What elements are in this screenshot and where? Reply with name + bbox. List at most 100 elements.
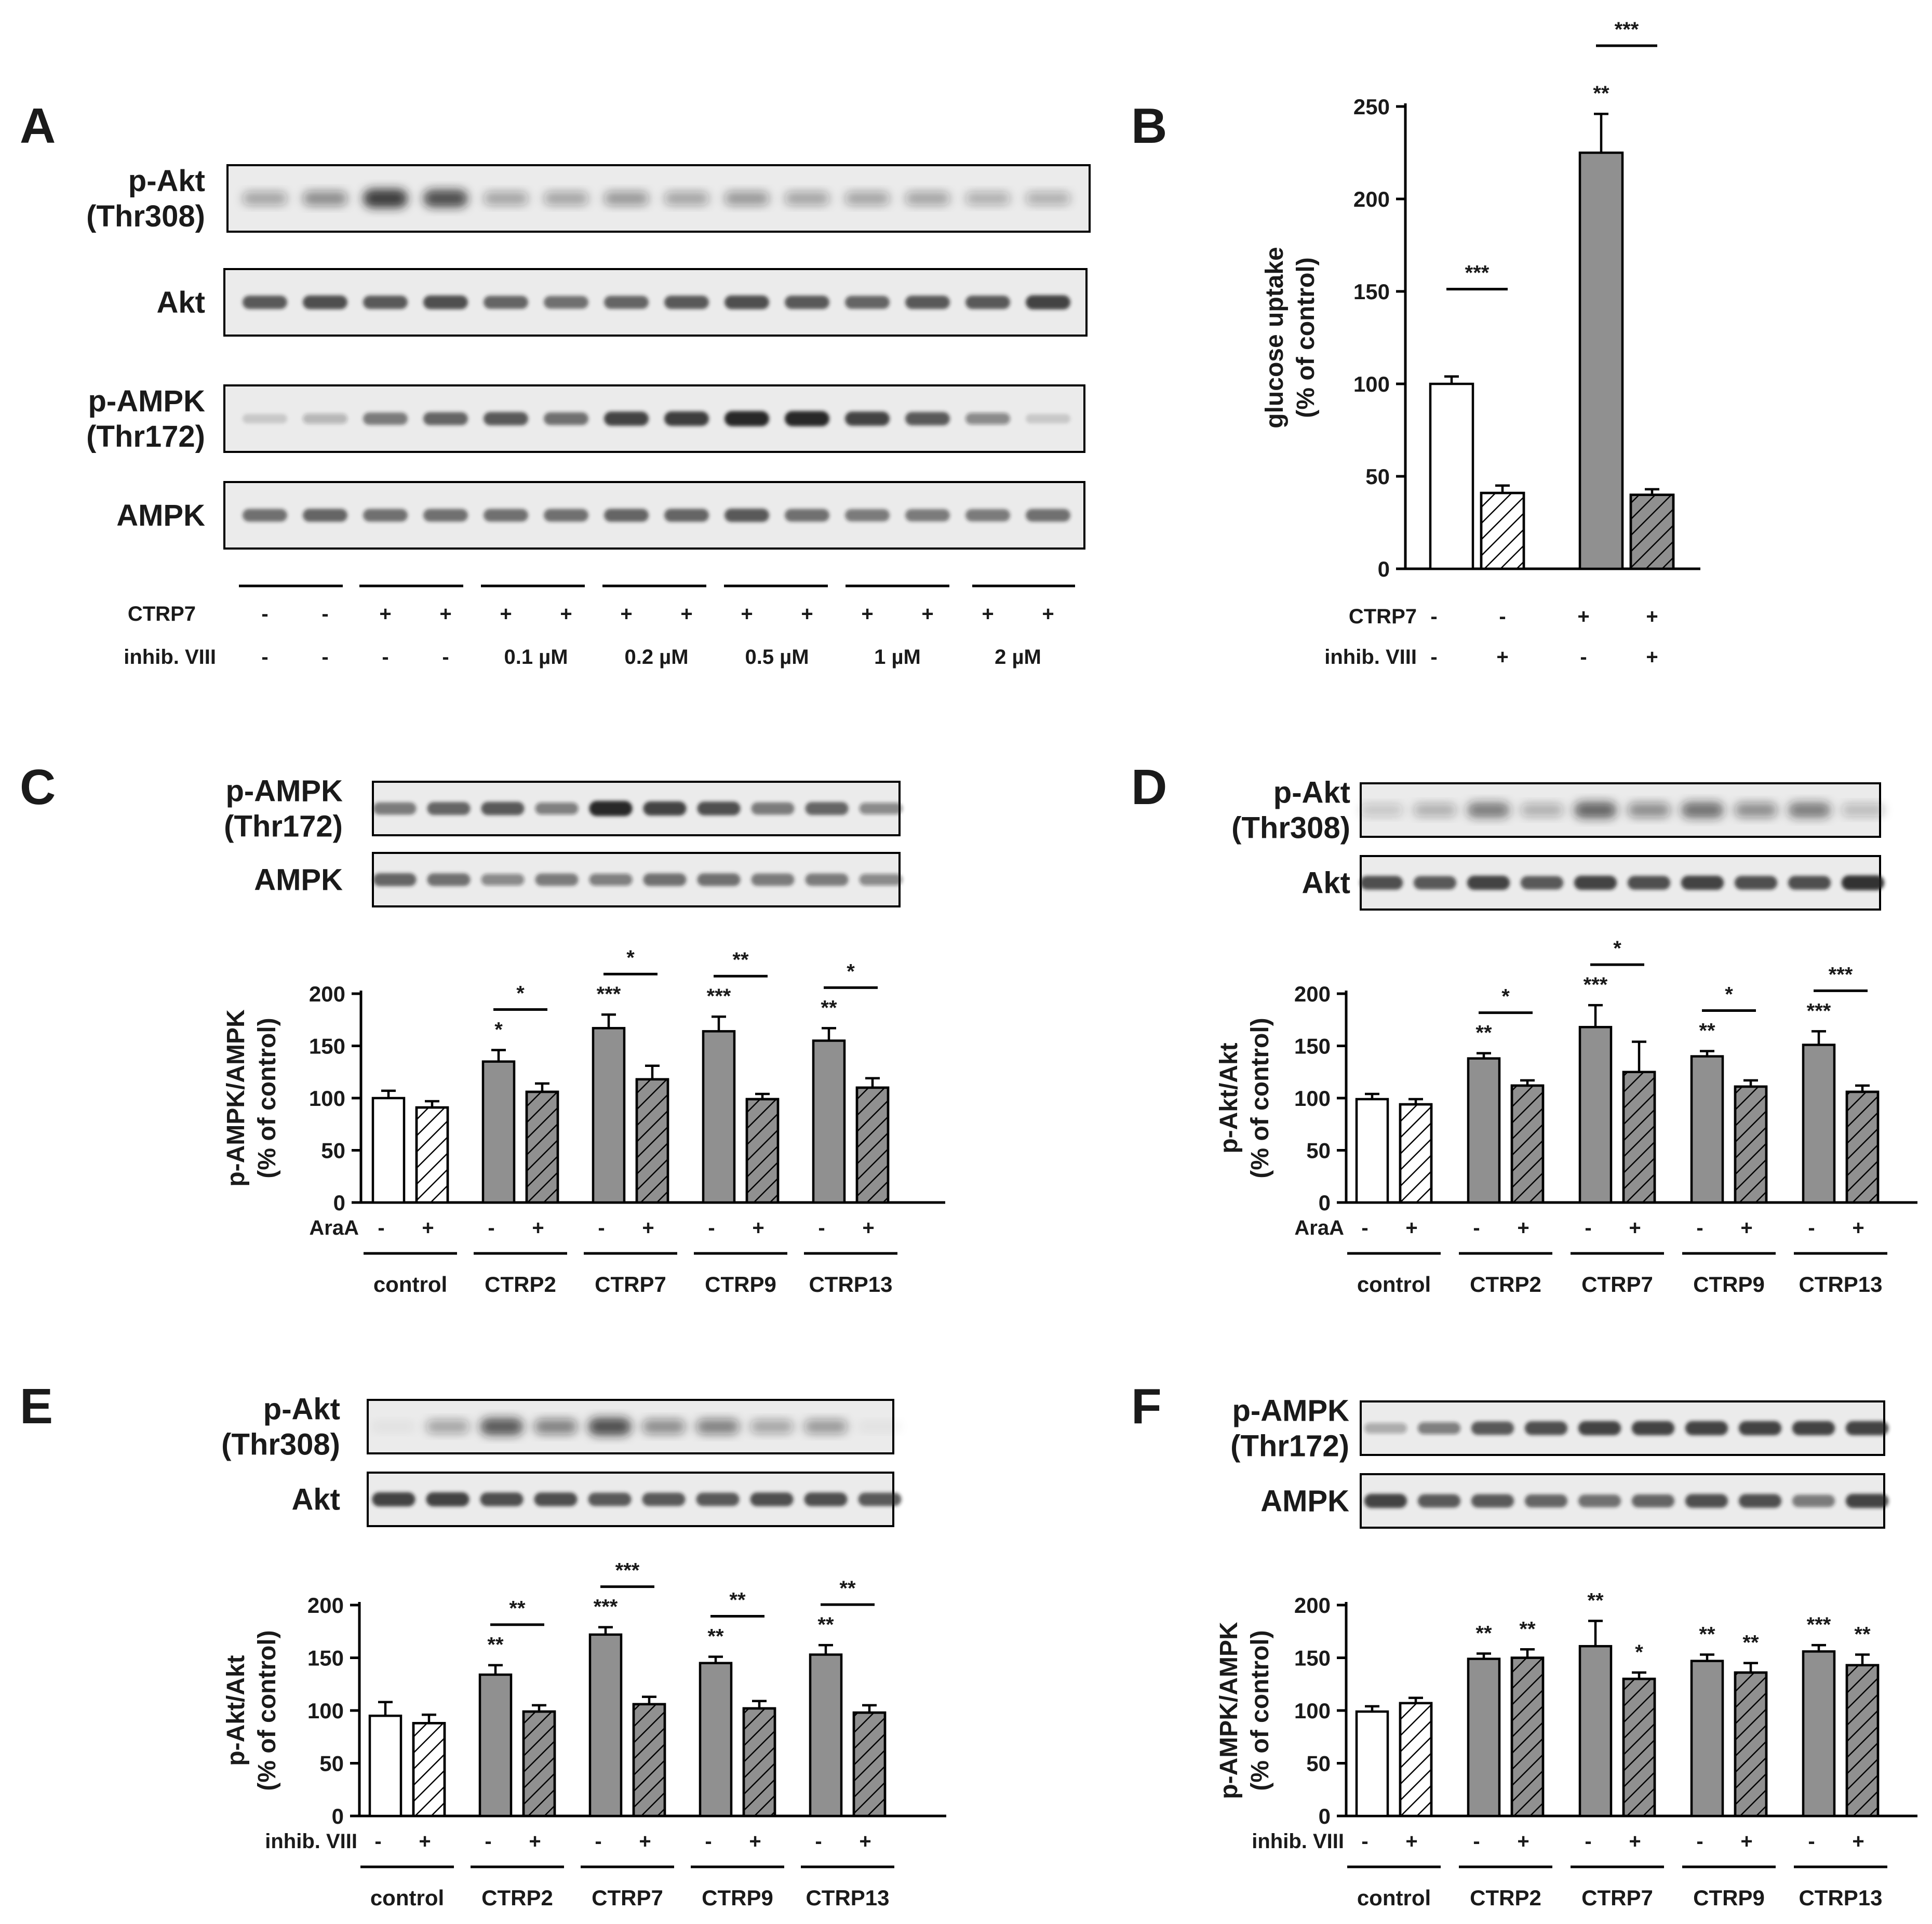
blot-band bbox=[1578, 1494, 1621, 1507]
y-tick-label: 200 bbox=[307, 1593, 344, 1618]
treatment-label: inhib. VIII bbox=[1252, 1830, 1344, 1853]
blot-band bbox=[427, 801, 471, 816]
blot-band bbox=[243, 192, 287, 205]
y-tick-label: 150 bbox=[1353, 279, 1390, 304]
bar-hatch bbox=[635, 1078, 669, 1204]
blot-band bbox=[750, 1492, 794, 1506]
condition-sign: + bbox=[741, 603, 753, 625]
treatment-label: AraA bbox=[1294, 1217, 1344, 1239]
bar bbox=[1355, 1098, 1389, 1204]
blot-row-label: AMPK bbox=[254, 863, 343, 897]
y-axis-label: p-AMPK/AMPK bbox=[222, 1009, 250, 1187]
bar-hatch bbox=[742, 1707, 776, 1818]
blot-band bbox=[363, 189, 408, 208]
blot-band bbox=[423, 295, 468, 310]
y-tick-label: 50 bbox=[321, 1139, 345, 1163]
blot-band bbox=[1467, 802, 1510, 818]
blot-band bbox=[243, 296, 287, 309]
condition-sign: + bbox=[439, 603, 451, 625]
bar bbox=[1467, 1057, 1501, 1204]
bar-hatch bbox=[855, 1086, 890, 1204]
condition-sign: - bbox=[1430, 605, 1437, 628]
condition-sign: - bbox=[1499, 605, 1506, 628]
blot-band bbox=[1631, 1421, 1675, 1436]
significance-marker: *** bbox=[707, 985, 731, 1008]
blot-band bbox=[481, 874, 525, 886]
blot-band bbox=[845, 296, 890, 309]
blot-band bbox=[1364, 1423, 1407, 1434]
blot-band bbox=[643, 873, 687, 886]
blot-band bbox=[363, 509, 408, 522]
treatment-sign: + bbox=[639, 1830, 651, 1853]
group-label: CTRP2 bbox=[485, 1272, 556, 1297]
blot-band bbox=[664, 192, 709, 205]
blot-row-label: Akt bbox=[292, 1483, 340, 1517]
condition-value: 0.5 µM bbox=[745, 646, 809, 669]
blot-band bbox=[426, 1492, 469, 1507]
blot-band bbox=[1627, 876, 1671, 890]
treatment-sign: - bbox=[1808, 1217, 1815, 1239]
group-label: CTRP7 bbox=[592, 1886, 663, 1910]
significance-marker: * bbox=[1635, 1641, 1643, 1664]
condition-value: - bbox=[261, 646, 268, 669]
blot-band bbox=[1026, 413, 1070, 424]
bar-hatch bbox=[1734, 1671, 1768, 1818]
y-tick-label: 200 bbox=[1353, 187, 1390, 211]
blot-row-label: p-Akt bbox=[128, 164, 205, 198]
blot-band bbox=[804, 1420, 848, 1434]
bracket-significance: * bbox=[1613, 937, 1621, 960]
blot-band bbox=[1685, 1421, 1728, 1436]
blot-band bbox=[1792, 1421, 1835, 1436]
blot-band bbox=[725, 191, 769, 206]
bar bbox=[702, 1030, 736, 1204]
treatment-sign: + bbox=[419, 1830, 431, 1853]
bar bbox=[1429, 382, 1474, 570]
blot-band bbox=[1734, 803, 1778, 818]
blot-band bbox=[1574, 875, 1617, 890]
treatment-sign: - bbox=[1585, 1830, 1591, 1853]
bar-hatch bbox=[632, 1703, 666, 1818]
group-label: CTRP7 bbox=[1581, 1272, 1653, 1297]
treatment-sign: - bbox=[815, 1830, 822, 1853]
group-label: CTRP2 bbox=[1470, 1886, 1541, 1910]
blot-band bbox=[725, 295, 769, 310]
blot-band bbox=[643, 801, 687, 816]
blot-band bbox=[1845, 1421, 1889, 1436]
treatment-sign: + bbox=[1405, 1830, 1417, 1853]
bar bbox=[1690, 1660, 1724, 1818]
blot-band bbox=[1627, 803, 1671, 818]
bar bbox=[1690, 1055, 1724, 1204]
blot-band bbox=[544, 192, 588, 205]
condition-sign: + bbox=[1577, 605, 1589, 628]
condition-value: - bbox=[442, 646, 449, 669]
condition-value: 0.1 µM bbox=[504, 646, 568, 669]
blot-band bbox=[589, 874, 633, 886]
blot-band bbox=[303, 191, 347, 206]
blot-band bbox=[1026, 295, 1070, 310]
y-tick-label: 150 bbox=[1294, 1034, 1331, 1059]
blot-panel-a: Ap-Akt(Thr308) Akt p-AMPK(Thr172) AMPK bbox=[20, 98, 1091, 550]
panel-letter: E bbox=[20, 1379, 53, 1434]
blot-frame bbox=[223, 384, 1085, 453]
treatment-sign: - bbox=[1696, 1830, 1703, 1853]
blot-band bbox=[785, 296, 829, 309]
significance-marker: ** bbox=[1475, 1622, 1492, 1645]
significance-marker: ** bbox=[821, 996, 837, 1019]
significance-marker: ** bbox=[1699, 1020, 1715, 1043]
blot-band bbox=[243, 509, 287, 522]
panel-letter: F bbox=[1131, 1379, 1162, 1434]
y-tick-label: 150 bbox=[309, 1034, 345, 1059]
blot-band bbox=[785, 411, 829, 426]
bracket-significance: * bbox=[1725, 983, 1733, 1006]
bracket-significance: * bbox=[1501, 985, 1510, 1008]
bar bbox=[809, 1653, 843, 1818]
bracket-significance: ** bbox=[839, 1577, 856, 1600]
bar-hatch bbox=[415, 1106, 449, 1204]
bar bbox=[1578, 151, 1624, 570]
bar bbox=[588, 1633, 623, 1818]
blot-band bbox=[604, 509, 649, 522]
blot-frame bbox=[223, 268, 1088, 337]
blot-band bbox=[845, 192, 890, 205]
blot-row-label: p-AMPK bbox=[225, 774, 343, 808]
